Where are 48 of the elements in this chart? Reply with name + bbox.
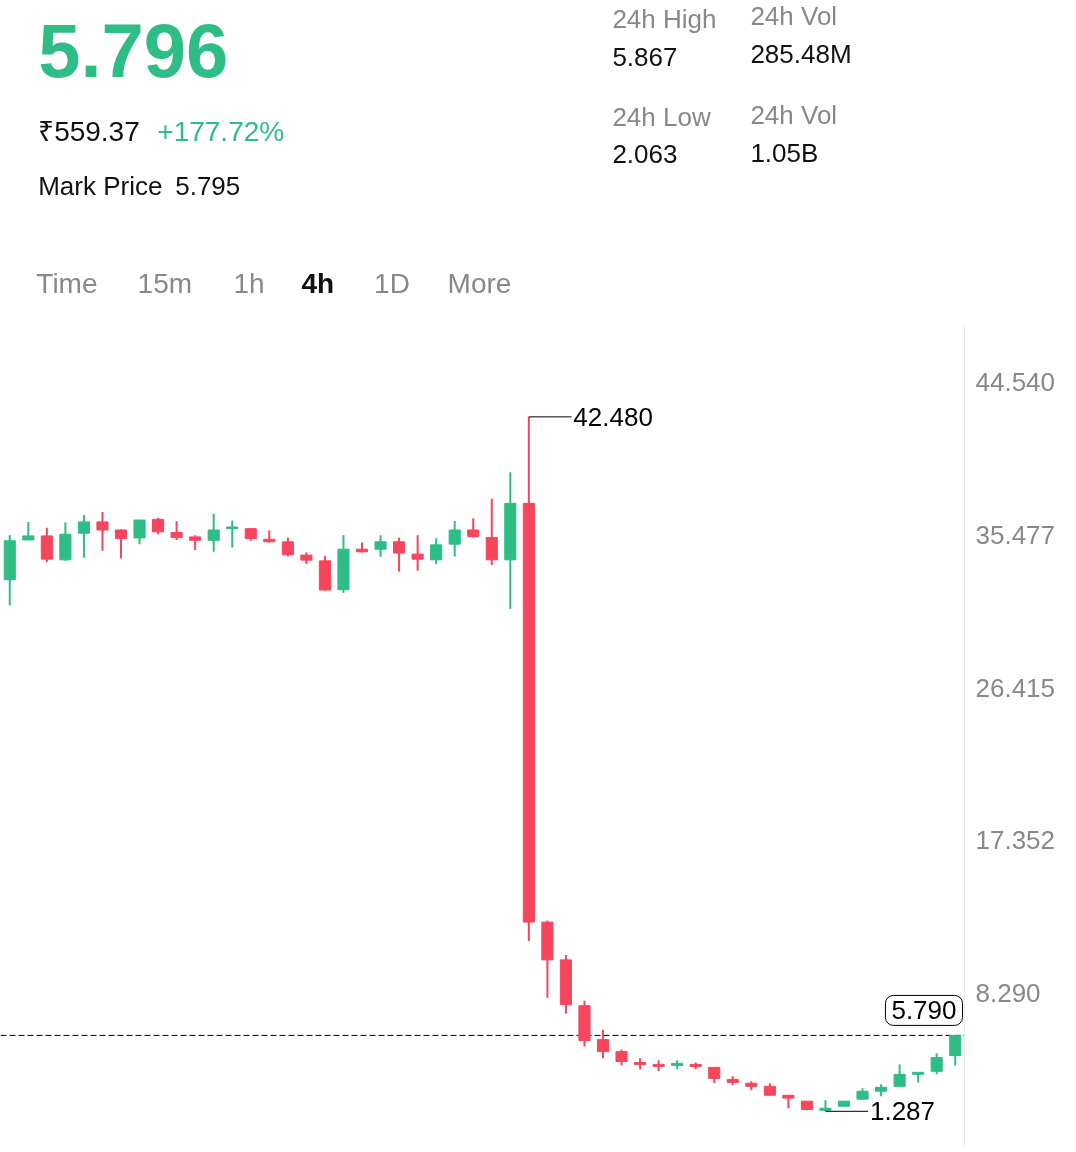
text: 24h High xyxy=(612,3,717,34)
candlestick xyxy=(430,537,443,566)
candlestick xyxy=(374,534,387,558)
candlestick xyxy=(467,517,480,539)
y-tick-label: 35.477 xyxy=(975,519,1056,550)
annotation: 42.480 xyxy=(573,401,653,432)
candlestick xyxy=(393,536,406,573)
candlestick xyxy=(596,1028,610,1060)
y-tick-label: 26.415 xyxy=(975,672,1056,703)
candlestick xyxy=(930,1052,943,1076)
candlestick xyxy=(96,510,109,552)
candlestick xyxy=(411,534,424,572)
text: More xyxy=(447,268,512,299)
candlestick xyxy=(226,519,239,549)
y-tick-label: 8.290 xyxy=(975,978,1041,1009)
candlestick xyxy=(170,520,183,541)
candlestick xyxy=(133,519,146,546)
text: 5.795 xyxy=(175,170,241,201)
candlestick xyxy=(207,512,220,553)
text: 1.05B xyxy=(750,137,819,168)
annotation: 1.287 xyxy=(869,1096,936,1127)
candlestick xyxy=(114,528,128,560)
text: 24h Vol xyxy=(750,99,838,130)
text: 285.48M xyxy=(750,38,852,69)
text: 1h xyxy=(233,268,265,299)
text: ₹559.37 xyxy=(38,116,140,147)
candlestick xyxy=(485,497,498,567)
candlestick xyxy=(949,1034,962,1067)
text: 24h Low xyxy=(612,101,711,132)
candlestick xyxy=(77,514,90,559)
candlestick xyxy=(22,520,35,541)
text: 24h Vol xyxy=(750,0,838,31)
text: Mark Price xyxy=(38,170,163,201)
y-tick-label: 44.540 xyxy=(975,367,1056,398)
text: 5.796 xyxy=(38,8,229,93)
candlestick xyxy=(448,520,461,558)
text: 5.867 xyxy=(612,41,678,72)
text: 15m xyxy=(137,268,193,299)
ref-line-label: 5.790 xyxy=(891,995,957,1026)
candlestick xyxy=(281,536,294,558)
text: 2.063 xyxy=(612,138,678,169)
candlestick xyxy=(40,526,53,564)
text: 1D xyxy=(374,268,410,299)
text: Time xyxy=(36,268,98,299)
candlestick xyxy=(893,1063,906,1088)
text: +177.72% xyxy=(157,116,285,147)
text: 4h xyxy=(301,268,335,299)
y-tick-label: 17.352 xyxy=(975,825,1056,856)
